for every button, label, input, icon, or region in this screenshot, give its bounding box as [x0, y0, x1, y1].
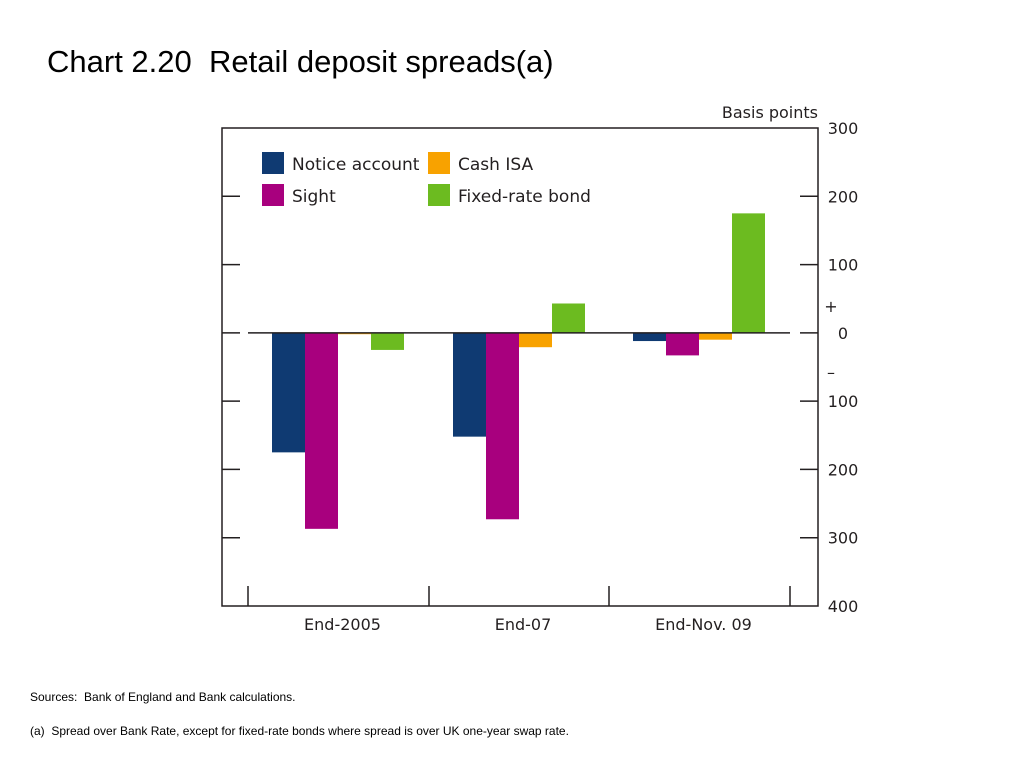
bar-sight	[305, 332, 338, 529]
legend-swatch-fixed-rate-bond	[428, 184, 450, 206]
bar-chart: Basis points 300 200 100 0 100 200 300 400 + – End-…	[221, 103, 859, 634]
legend-label-notice-account: Notice account	[292, 155, 420, 175]
y-axis-unit-label: Basis points	[722, 103, 818, 122]
bar-sight	[666, 332, 699, 356]
y-tick-label: 300	[828, 529, 859, 548]
y-tick-label: 400	[828, 597, 859, 616]
bar-notice-account	[272, 332, 305, 453]
x-category-label: End-2005	[304, 615, 381, 634]
legend-label-cash-isa: Cash ISA	[458, 155, 533, 175]
bar-fixed-rate-bond	[732, 213, 765, 333]
legend-label-fixed-rate-bond: Fixed-rate bond	[458, 187, 591, 207]
legend-label-sight: Sight	[292, 187, 336, 207]
plot-border	[221, 127, 819, 607]
sources-note: Sources: Bank of England and Bank calcul…	[30, 690, 296, 704]
legend-swatch-notice-account	[262, 152, 284, 174]
y-tick-label: 200	[828, 460, 859, 479]
y-tick-label: 300	[828, 119, 859, 138]
positive-sign-label: +	[824, 297, 837, 316]
bar-notice-account	[633, 332, 666, 342]
y-tick-label: 100	[828, 256, 859, 275]
bar-fixed-rate-bond	[371, 332, 404, 350]
negative-sign-label: –	[827, 363, 835, 382]
footnote: (a) Spread over Bank Rate, except for fi…	[30, 724, 569, 738]
x-category-label: End-07	[495, 615, 552, 634]
y-tick-label: 200	[828, 187, 859, 206]
legend-swatch-cash-isa	[428, 152, 450, 174]
y-tick-label: 0	[838, 324, 848, 343]
bar-fixed-rate-bond	[552, 303, 585, 333]
bar-cash-isa	[699, 332, 732, 340]
bar-notice-account	[453, 332, 486, 437]
chart-title: Chart 2.20 Retail deposit spreads(a)	[47, 44, 554, 79]
legend-swatch-sight	[262, 184, 284, 206]
y-tick-label: 100	[828, 392, 859, 411]
x-category-label: End-Nov. 09	[655, 615, 752, 634]
bar-sight	[486, 332, 519, 520]
bar-cash-isa	[519, 332, 552, 348]
